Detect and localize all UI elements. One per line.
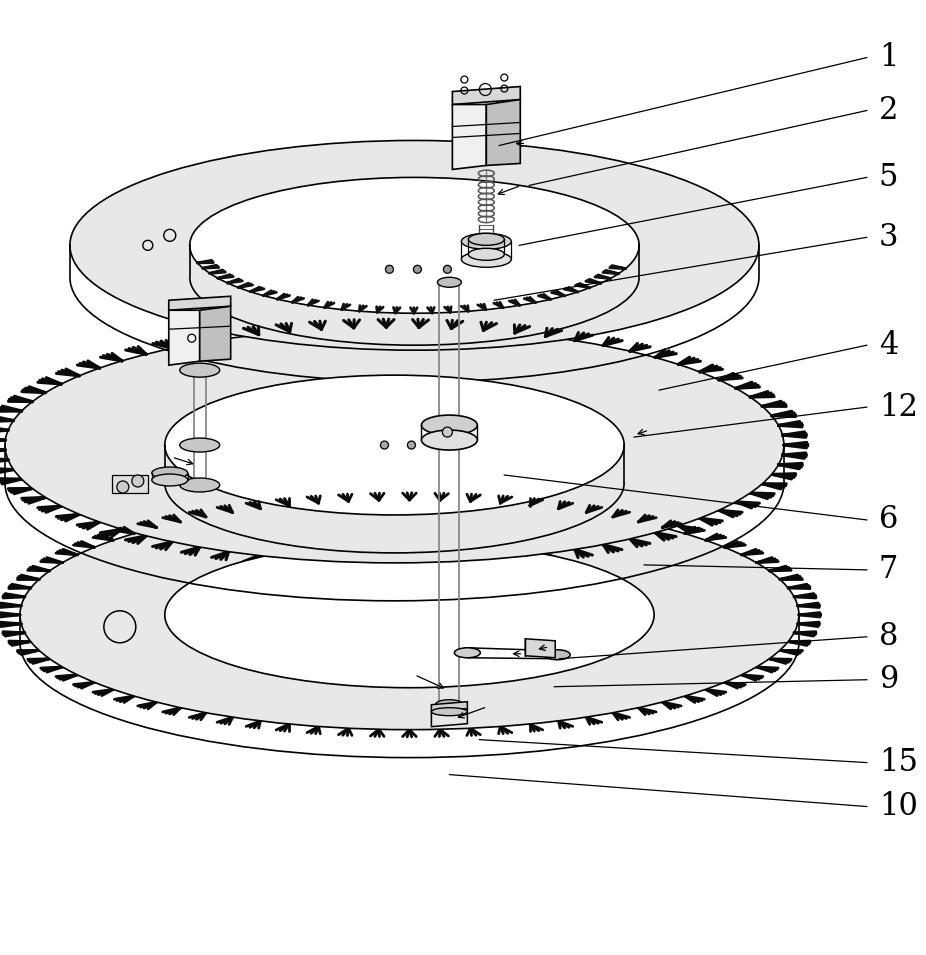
Polygon shape	[432, 702, 468, 711]
Text: 6: 6	[879, 504, 898, 536]
Ellipse shape	[152, 474, 188, 486]
Ellipse shape	[432, 708, 468, 715]
Polygon shape	[169, 296, 231, 310]
Ellipse shape	[180, 478, 219, 492]
Text: 2: 2	[879, 95, 898, 126]
Polygon shape	[169, 310, 200, 365]
Ellipse shape	[180, 438, 219, 452]
Text: 5: 5	[879, 162, 898, 193]
Text: 9: 9	[879, 665, 898, 695]
Polygon shape	[453, 87, 520, 104]
Ellipse shape	[180, 363, 219, 377]
Circle shape	[444, 265, 451, 273]
Polygon shape	[200, 307, 231, 361]
Ellipse shape	[421, 415, 477, 435]
Circle shape	[385, 265, 394, 273]
Text: 4: 4	[879, 329, 898, 361]
Circle shape	[117, 481, 129, 493]
Polygon shape	[525, 639, 556, 658]
Circle shape	[435, 441, 444, 449]
Circle shape	[407, 441, 416, 449]
Polygon shape	[453, 104, 486, 169]
Ellipse shape	[165, 375, 624, 515]
Ellipse shape	[437, 277, 461, 287]
Ellipse shape	[20, 500, 799, 730]
Circle shape	[381, 441, 389, 449]
Text: 3: 3	[879, 222, 898, 253]
Ellipse shape	[469, 233, 505, 245]
Text: 8: 8	[879, 622, 898, 652]
Circle shape	[131, 475, 144, 487]
Ellipse shape	[69, 140, 759, 350]
Ellipse shape	[455, 647, 481, 658]
Text: 12: 12	[879, 392, 918, 423]
Ellipse shape	[544, 649, 570, 660]
Ellipse shape	[190, 178, 639, 313]
Ellipse shape	[421, 430, 477, 450]
Circle shape	[413, 265, 421, 273]
Polygon shape	[112, 475, 148, 493]
Text: 7: 7	[879, 554, 898, 585]
Ellipse shape	[435, 700, 463, 710]
Ellipse shape	[165, 541, 654, 688]
Text: 10: 10	[879, 791, 918, 822]
Circle shape	[443, 427, 453, 437]
Ellipse shape	[469, 248, 505, 261]
Ellipse shape	[5, 328, 784, 562]
Ellipse shape	[152, 467, 188, 479]
Polygon shape	[486, 99, 520, 165]
Ellipse shape	[461, 233, 511, 249]
Polygon shape	[432, 709, 468, 727]
Ellipse shape	[461, 251, 511, 267]
Text: 15: 15	[879, 747, 918, 778]
Text: 1: 1	[879, 42, 898, 74]
